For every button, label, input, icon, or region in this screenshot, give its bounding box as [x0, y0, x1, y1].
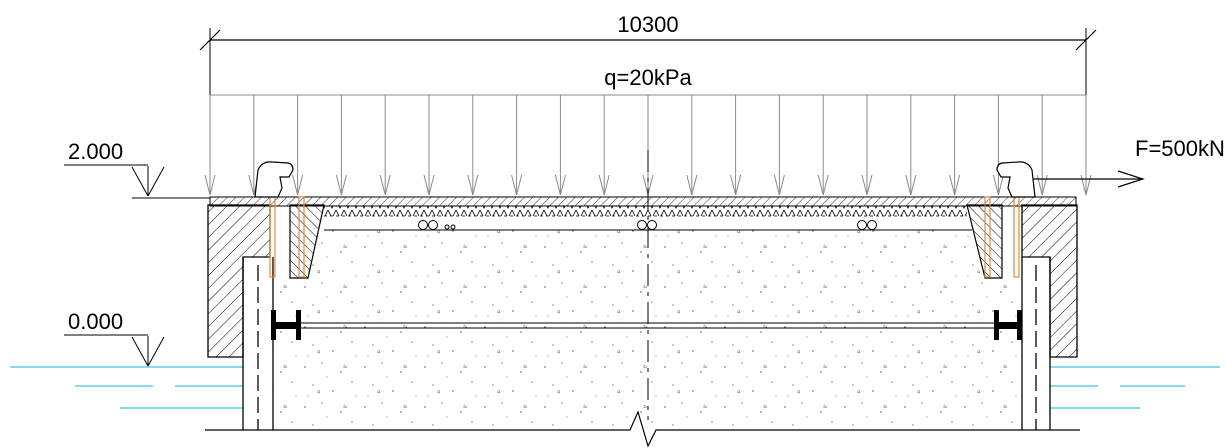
load-arrow — [992, 95, 1004, 196]
sheet-pile-right — [1021, 257, 1051, 430]
break-line — [205, 410, 1080, 448]
load-arrow — [204, 95, 216, 196]
load-arrow — [949, 95, 961, 196]
span-dimension-label: 10300 — [617, 12, 678, 37]
load-arrow — [686, 95, 698, 196]
bollard-left — [254, 161, 294, 198]
left-abutment — [207, 204, 271, 358]
load-arrow — [554, 95, 566, 196]
level-water-label: 0.000 — [68, 309, 123, 334]
deck-pipes — [418, 220, 877, 230]
bollard-right — [996, 161, 1036, 198]
sheet-pile-left — [242, 257, 274, 430]
load-arrow — [905, 95, 917, 196]
water-lines — [10, 366, 1220, 409]
load-arrow — [817, 95, 829, 196]
level-mark-top — [64, 164, 210, 199]
load-arrow — [335, 95, 347, 196]
deck-surface — [209, 196, 1077, 207]
load-arrow — [467, 95, 479, 196]
load-arrow — [1036, 95, 1048, 196]
load-arrow — [423, 95, 435, 196]
level-top-label: 2.000 — [68, 139, 123, 164]
point-load-arrow — [1018, 170, 1145, 188]
load-arrow — [379, 95, 391, 196]
load-arrows — [204, 95, 1092, 196]
deck-teeth-layer — [324, 206, 967, 216]
load-arrow — [861, 95, 873, 196]
load-arrow — [1080, 95, 1092, 196]
load-arrow — [773, 95, 785, 196]
anchor-rods — [269, 196, 1020, 278]
distributed-load-label: q=20kPa — [604, 65, 692, 90]
dimension-line — [199, 28, 1097, 95]
tie-rod — [300, 322, 994, 329]
tie-rod-anchor-left — [271, 310, 301, 340]
tie-rod-anchor-right — [994, 310, 1022, 340]
point-load-label: F=500kN — [1135, 136, 1225, 161]
load-arrow — [730, 95, 742, 196]
load-arrow — [292, 95, 304, 196]
level-mark-water — [64, 334, 165, 367]
load-arrow — [598, 95, 610, 196]
load-arrow — [511, 95, 523, 196]
